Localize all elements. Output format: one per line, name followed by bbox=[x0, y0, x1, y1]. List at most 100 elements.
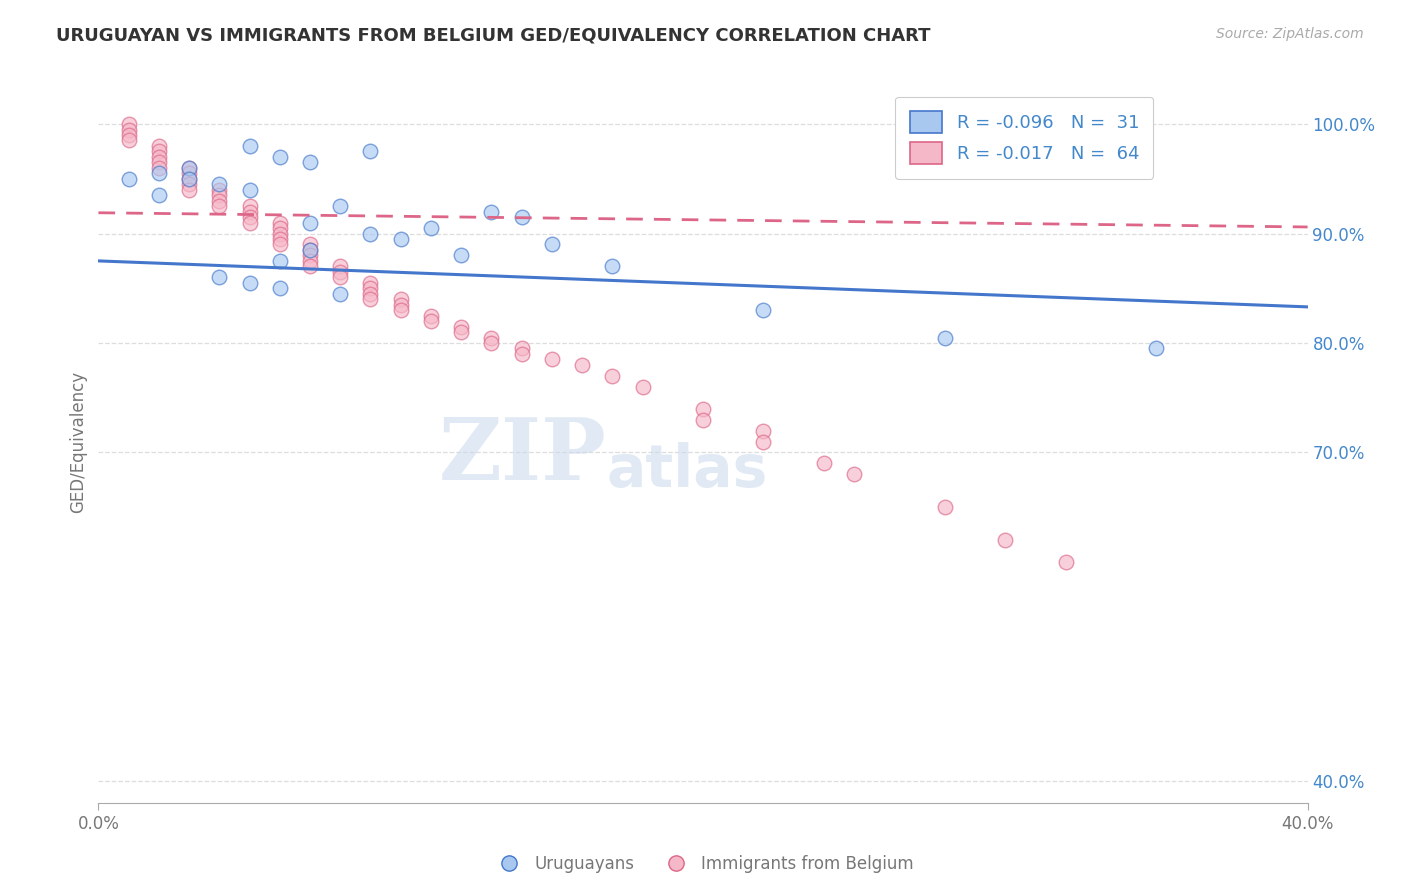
Point bbox=[389, 232, 412, 246]
Point bbox=[631, 380, 654, 394]
Point bbox=[692, 401, 714, 416]
Point bbox=[239, 139, 262, 153]
Point bbox=[481, 330, 503, 344]
Point bbox=[329, 260, 352, 274]
Point bbox=[329, 199, 352, 213]
Point bbox=[450, 248, 472, 262]
Point bbox=[269, 281, 291, 295]
Point bbox=[360, 292, 382, 306]
Point bbox=[692, 412, 714, 426]
Point bbox=[299, 243, 322, 257]
Point bbox=[329, 270, 352, 285]
Point bbox=[239, 204, 262, 219]
Point bbox=[420, 309, 443, 323]
Point bbox=[813, 457, 835, 471]
Point bbox=[420, 221, 443, 235]
Point bbox=[179, 183, 201, 197]
Point bbox=[148, 150, 170, 164]
Point bbox=[420, 314, 443, 328]
Point bbox=[360, 281, 382, 295]
Point bbox=[934, 330, 956, 344]
Point bbox=[510, 347, 533, 361]
Point bbox=[118, 117, 141, 131]
Point bbox=[540, 352, 562, 367]
Point bbox=[540, 237, 562, 252]
Point bbox=[269, 216, 291, 230]
Point bbox=[148, 145, 170, 159]
Point bbox=[118, 128, 141, 142]
Point bbox=[208, 270, 231, 285]
Point bbox=[360, 227, 382, 241]
Point bbox=[752, 303, 775, 318]
Point bbox=[239, 183, 262, 197]
Point bbox=[844, 467, 866, 482]
Legend: Uruguayans, Immigrants from Belgium: Uruguayans, Immigrants from Belgium bbox=[486, 848, 920, 880]
Point bbox=[148, 166, 170, 180]
Point bbox=[269, 227, 291, 241]
Point bbox=[148, 139, 170, 153]
Point bbox=[269, 232, 291, 246]
Point bbox=[269, 237, 291, 252]
Point bbox=[208, 199, 231, 213]
Point bbox=[299, 260, 322, 274]
Point bbox=[148, 155, 170, 169]
Point bbox=[208, 183, 231, 197]
Point bbox=[934, 500, 956, 515]
Point bbox=[1054, 117, 1077, 131]
Point bbox=[752, 434, 775, 449]
Point bbox=[148, 188, 170, 202]
Point bbox=[1144, 342, 1167, 356]
Point bbox=[179, 161, 201, 175]
Point bbox=[269, 150, 291, 164]
Point bbox=[299, 216, 322, 230]
Point bbox=[208, 194, 231, 208]
Point bbox=[179, 166, 201, 180]
Point bbox=[360, 286, 382, 301]
Text: Source: ZipAtlas.com: Source: ZipAtlas.com bbox=[1216, 27, 1364, 41]
Point bbox=[239, 216, 262, 230]
Point bbox=[510, 210, 533, 224]
Point bbox=[450, 319, 472, 334]
Point bbox=[208, 188, 231, 202]
Point bbox=[239, 210, 262, 224]
Point bbox=[269, 221, 291, 235]
Point bbox=[752, 424, 775, 438]
Point bbox=[450, 325, 472, 339]
Point bbox=[360, 145, 382, 159]
Point bbox=[481, 204, 503, 219]
Point bbox=[118, 122, 141, 136]
Point bbox=[1054, 555, 1077, 569]
Point bbox=[389, 298, 412, 312]
Point bbox=[994, 533, 1017, 547]
Point bbox=[118, 171, 141, 186]
Point bbox=[179, 161, 201, 175]
Point bbox=[118, 133, 141, 147]
Point bbox=[329, 265, 352, 279]
Text: ZIP: ZIP bbox=[439, 414, 606, 498]
Legend: R = -0.096   N =  31, R = -0.017   N =  64: R = -0.096 N = 31, R = -0.017 N = 64 bbox=[896, 96, 1153, 178]
Point bbox=[179, 178, 201, 192]
Text: URUGUAYAN VS IMMIGRANTS FROM BELGIUM GED/EQUIVALENCY CORRELATION CHART: URUGUAYAN VS IMMIGRANTS FROM BELGIUM GED… bbox=[56, 27, 931, 45]
Point bbox=[299, 248, 322, 262]
Point bbox=[602, 368, 624, 383]
Point bbox=[239, 199, 262, 213]
Point bbox=[510, 342, 533, 356]
Point bbox=[360, 276, 382, 290]
Point bbox=[389, 292, 412, 306]
Point bbox=[299, 237, 322, 252]
Point bbox=[269, 253, 291, 268]
Point bbox=[299, 253, 322, 268]
Text: atlas: atlas bbox=[606, 442, 768, 499]
Point bbox=[239, 276, 262, 290]
Point bbox=[299, 243, 322, 257]
Point bbox=[329, 286, 352, 301]
Point bbox=[299, 155, 322, 169]
Point bbox=[602, 260, 624, 274]
Point bbox=[179, 171, 201, 186]
Point bbox=[179, 171, 201, 186]
Point bbox=[571, 358, 593, 372]
Point bbox=[208, 178, 231, 192]
Y-axis label: GED/Equivalency: GED/Equivalency bbox=[69, 370, 87, 513]
Point bbox=[389, 303, 412, 318]
Point bbox=[148, 161, 170, 175]
